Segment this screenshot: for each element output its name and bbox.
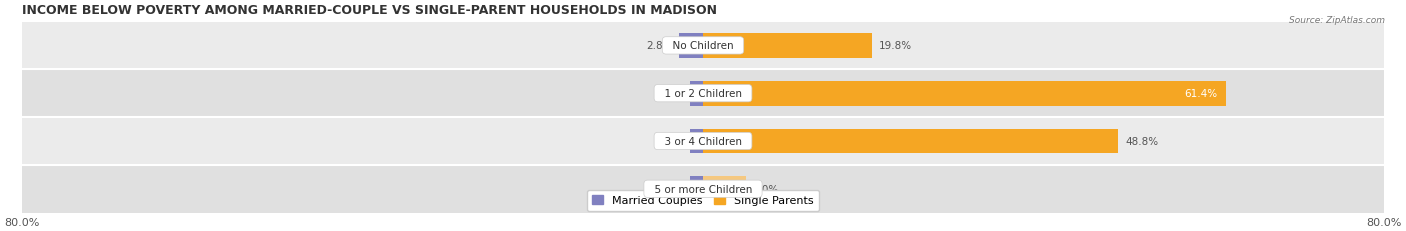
Bar [22,165,1384,213]
Bar [22,22,1384,70]
Text: 19.8%: 19.8% [879,41,911,51]
Text: 3 or 4 Children: 3 or 4 Children [658,136,748,146]
Text: INCOME BELOW POVERTY AMONG MARRIED-COUPLE VS SINGLE-PARENT HOUSEHOLDS IN MADISON: INCOME BELOW POVERTY AMONG MARRIED-COUPL… [22,4,717,17]
Bar [690,176,703,201]
Legend: Married Couples, Single Parents: Married Couples, Single Parents [586,190,820,211]
Bar [679,34,703,59]
Text: 48.8%: 48.8% [1125,136,1159,146]
Bar [703,34,872,59]
Text: 2.8%: 2.8% [645,41,672,51]
Text: 61.4%: 61.4% [1184,89,1218,99]
Bar [703,129,1119,154]
Bar [703,81,1226,106]
Bar [690,81,703,106]
Text: 0.0%: 0.0% [659,184,686,194]
Text: 0.0%: 0.0% [659,89,686,99]
Text: 1 or 2 Children: 1 or 2 Children [658,89,748,99]
Bar [22,118,1384,165]
Text: Source: ZipAtlas.com: Source: ZipAtlas.com [1289,16,1385,25]
Text: 0.0%: 0.0% [659,136,686,146]
Bar [690,129,703,154]
Text: 5 or more Children: 5 or more Children [648,184,758,194]
Text: No Children: No Children [666,41,740,51]
Bar [22,70,1384,118]
Text: 0.0%: 0.0% [752,184,779,194]
Bar [703,176,745,201]
